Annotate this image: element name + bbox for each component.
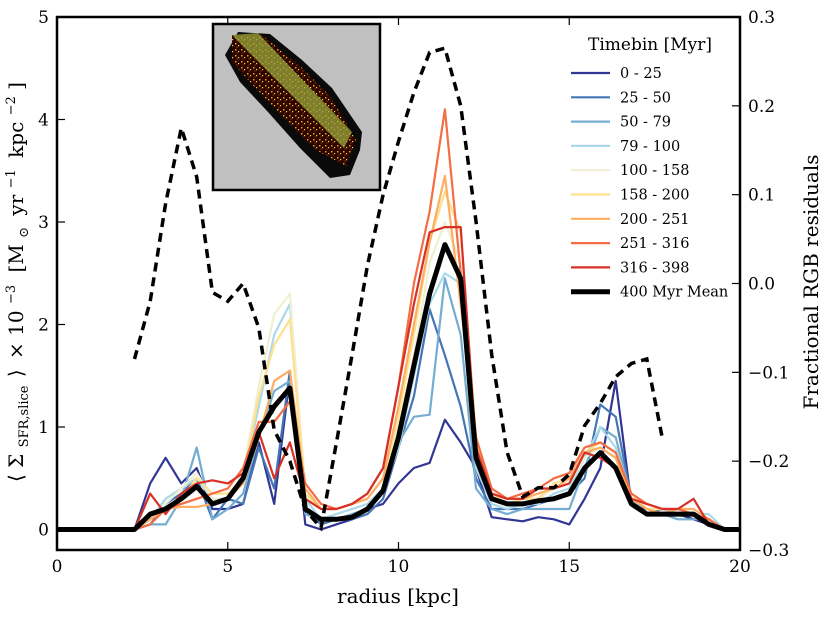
legend-label-2: 50 - 79	[620, 115, 671, 131]
ylabel-units-kpc-exp: −2	[4, 96, 19, 115]
series-line-2	[57, 277, 740, 531]
plot-frame	[55, 15, 742, 552]
residual-line	[132, 45, 665, 532]
y-axis-right-label: Fractional RGB residuals	[799, 154, 823, 409]
y-left-tick-label: 5	[38, 8, 49, 28]
legend-label-6: 200 - 251	[620, 212, 689, 228]
series-line-9	[57, 242, 740, 532]
y-right-tick-label: 0.2	[748, 97, 775, 117]
series-lines	[57, 108, 740, 532]
ylabel-scale-base: × 10	[4, 310, 28, 359]
ylabel-units-close: ]	[4, 82, 28, 90]
inset-galaxy	[232, 35, 356, 166]
y-right-tick-label: −0.1	[748, 363, 789, 383]
series-line-7	[57, 108, 740, 531]
inset-map	[211, 22, 382, 192]
legend-label-4: 100 - 158	[620, 163, 689, 179]
legend-label-1: 25 - 50	[620, 90, 671, 106]
y-left-tick-label: 0	[38, 521, 49, 541]
ylabel-units-kpc: kpc	[4, 122, 28, 158]
inset-slice-overlay	[232, 33, 352, 148]
ylabel-symbol: Σ	[4, 454, 28, 468]
ylabel-bracket-close: ⟩	[4, 369, 28, 377]
ylabel-scale-exp: −3	[4, 285, 19, 304]
x-tick-label: 0	[52, 557, 63, 577]
ylabel-units-open: [M	[4, 244, 28, 272]
legend-title: Timebin [Myr]	[588, 35, 712, 55]
x-axis-label: radius [kpc]	[337, 584, 459, 608]
y-right-tick-label: 0.3	[748, 8, 775, 28]
y-left-tick-label: 4	[38, 111, 49, 131]
x-tick-label: 5	[222, 557, 233, 577]
series-line-8	[57, 226, 740, 531]
legend-label-9: 400 Myr Mean	[620, 285, 728, 301]
y-right-tick-label: 0.1	[748, 186, 775, 206]
x-tick-label: 20	[729, 557, 751, 577]
y-left-tick-label: 2	[38, 316, 49, 336]
ylabel-subscript: SFR,slice	[17, 385, 32, 447]
ylabel-units-yr: yr	[4, 194, 28, 216]
ylabel-bracket-open: ⟨	[4, 474, 28, 482]
residual-dashed-line	[132, 45, 665, 532]
x-tick-label: 10	[388, 557, 410, 577]
y-axis-left-label: ⟨ Σ SFR,slice ⟩ × 10 −3 [M ⊙ yr −1 kpc −…	[0, 82, 33, 482]
legend-label-8: 316 - 398	[620, 260, 689, 276]
legend-label-0: 0 - 25	[620, 66, 662, 82]
y-right-tick-label: −0.2	[748, 452, 789, 472]
series-line-6	[57, 174, 740, 531]
legend-label-7: 251 - 316	[620, 236, 689, 252]
y-left-tick-label: 3	[38, 213, 49, 233]
ylabel-units-sun: ⊙	[17, 227, 32, 238]
x-tick-label: 15	[558, 557, 580, 577]
legend: Timebin [Myr] 0 - 25 25 - 50 50 - 79 79 - 1…	[571, 35, 728, 301]
ylabel-units-yr-exp: −1	[4, 169, 19, 188]
y-right-tick-label: −0.3	[748, 541, 789, 561]
y-left-tick-label: 1	[38, 418, 49, 438]
legend-label-5: 158 - 200	[620, 188, 689, 204]
y-right-tick-label: 0.0	[748, 275, 775, 295]
legend-label-3: 79 - 100	[620, 139, 680, 155]
